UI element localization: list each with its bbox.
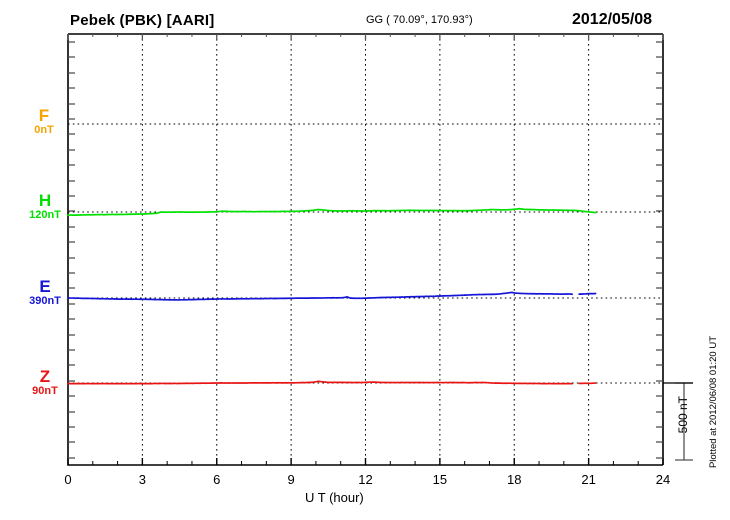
plot-credit: Plotted at 2012/06/08 01:20 UT bbox=[708, 336, 719, 469]
component-baseline-F: 0nT bbox=[34, 124, 54, 136]
x-tick-label: 9 bbox=[287, 472, 295, 487]
component-label-H: H 120nT bbox=[20, 192, 70, 222]
x-tick-label: 18 bbox=[507, 472, 522, 487]
x-tick-label: 24 bbox=[655, 472, 671, 487]
component-label-Z: Z 90nT bbox=[22, 368, 68, 398]
component-baseline-E: 390nT bbox=[29, 295, 61, 307]
x-tick-label: 12 bbox=[358, 472, 373, 487]
axis-ticks bbox=[67, 34, 664, 465]
data-traces bbox=[67, 207, 597, 385]
component-baseline-H: 120nT bbox=[29, 209, 61, 221]
trace-E bbox=[67, 291, 573, 301]
scale-bar bbox=[663, 382, 693, 461]
x-tick-label: 15 bbox=[432, 472, 448, 487]
component-letter-F: F bbox=[38, 106, 50, 125]
component-letter-E: E bbox=[39, 277, 51, 296]
component-letter-Z: Z bbox=[39, 367, 51, 386]
station-title: Pebek (PBK) [AARI] bbox=[70, 12, 215, 29]
component-letter-H: H bbox=[38, 191, 52, 210]
component-label-E: E 390nT bbox=[20, 278, 70, 308]
trace-Z bbox=[67, 380, 573, 385]
x-tick-label: 3 bbox=[138, 472, 146, 487]
x-tick-label: 0 bbox=[64, 472, 72, 487]
trace-H bbox=[67, 207, 597, 216]
component-label-F: F 0nT bbox=[22, 107, 66, 137]
x-tick-label: 21 bbox=[581, 472, 596, 487]
x-tick-label: 6 bbox=[213, 472, 221, 487]
observation-date: 2012/05/08 bbox=[572, 11, 653, 28]
grid-layer bbox=[141, 34, 590, 465]
scale-bar-label: 500 nT bbox=[676, 396, 690, 434]
trace-E bbox=[578, 292, 597, 296]
component-baseline-Z: 90nT bbox=[32, 385, 58, 397]
x-axis-title: U T (hour) bbox=[305, 490, 364, 505]
geographic-coordinates: GG ( 70.09°, 170.93°) bbox=[366, 14, 473, 26]
